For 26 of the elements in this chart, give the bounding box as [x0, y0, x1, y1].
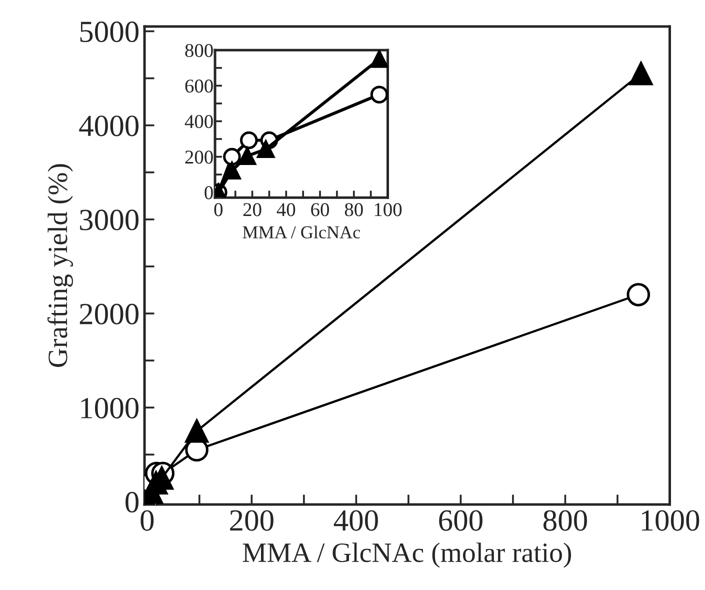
y-tick-label: 0 [204, 186, 213, 200]
y-tick-label: 600 [185, 80, 213, 93]
x-tick-label: 800 [543, 510, 587, 531]
x-tick-label: 200 [230, 510, 274, 531]
y-tick-label: 0 [126, 492, 138, 513]
x-tick-label: 0 [140, 510, 154, 531]
y-tick-label: 4000 [79, 116, 138, 136]
y-tick-label: 2000 [80, 304, 138, 324]
x-tick-label: 100 [374, 203, 402, 216]
y-tick-label: 800 [185, 44, 213, 58]
y-tick-label: 1000 [81, 398, 138, 418]
x-tick-label: 60 [311, 203, 329, 216]
x-tick-label: 40 [276, 203, 296, 216]
y-tick-label: 3000 [80, 210, 138, 230]
x-tick-label: 20 [243, 203, 262, 216]
x-tick-label: 600 [439, 510, 482, 531]
x-tick-label: 400 [334, 510, 378, 531]
x-tick-label: 80 [344, 203, 363, 216]
y-tick-label: 400 [184, 115, 213, 128]
y-axis-title: Grafting yield (%) [47, 164, 73, 367]
x-axis-title: MMA / GlcNAc [242, 226, 360, 238]
y-tick-label: 5000 [80, 22, 138, 42]
x-tick-label: 0 [214, 203, 223, 216]
x-tick-label: 1000 [642, 510, 700, 531]
x-axis-title: MMA / GlcNAc (molar ratio) [242, 542, 572, 568]
y-tick-label: 200 [185, 150, 213, 164]
